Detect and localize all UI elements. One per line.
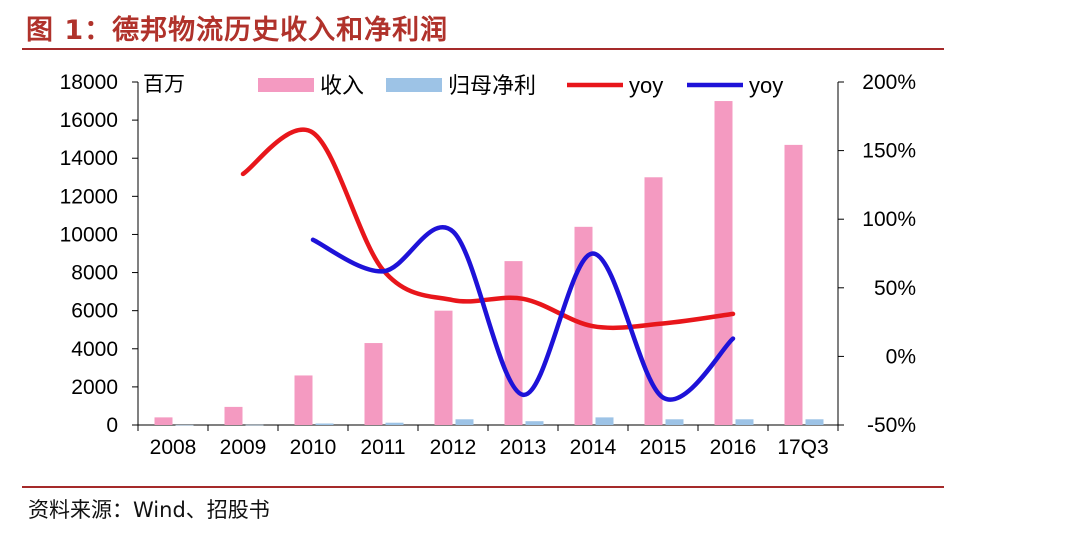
x-tick-label: 17Q3	[777, 436, 828, 459]
net-profit-bar	[385, 422, 404, 425]
title-rule	[22, 48, 944, 50]
revenue-bar	[364, 343, 383, 425]
x-tick-label: 2010	[290, 436, 337, 459]
x-tick-label: 2014	[570, 436, 617, 459]
y2-tick-label: 200%	[862, 71, 916, 94]
y-tick-label: 18000	[60, 71, 118, 94]
x-tick-label: 2015	[640, 436, 687, 459]
x-tick-label: 2016	[710, 436, 757, 459]
y2-tick-label: -50%	[867, 414, 916, 437]
net-profit-bar	[455, 419, 474, 425]
source-note: 资料来源：Wind、招股书	[28, 498, 270, 522]
net-profit-bar	[525, 421, 544, 425]
axes-layer	[132, 81, 844, 431]
net-profit-bar	[595, 417, 614, 425]
net-profit-bar	[175, 424, 194, 426]
y-tick-label: 12000	[60, 185, 118, 208]
source-rule	[22, 486, 944, 488]
lines-layer	[240, 127, 736, 402]
x-tick-label: 2013	[500, 436, 547, 459]
revenue-bar	[504, 261, 523, 425]
legend-label: yoy	[629, 73, 663, 98]
net-profit-bar	[805, 419, 824, 425]
revenue-bar	[644, 177, 663, 425]
y2-tick-label: 0%	[886, 345, 916, 368]
y-tick-label: 8000	[71, 262, 118, 285]
y-tick-label: 4000	[71, 338, 118, 361]
revenue-bar	[294, 375, 313, 425]
legend-label: 收入	[320, 73, 364, 98]
legend-swatch	[258, 78, 314, 92]
y-tick-label: 2000	[71, 376, 118, 399]
y-tick-label: 10000	[60, 223, 118, 246]
x-tick-label: 2012	[430, 436, 477, 459]
y-tick-label: 6000	[71, 300, 118, 323]
x-tick-label: 2009	[220, 436, 267, 459]
net-profit-bar	[735, 419, 754, 425]
unit-label: 百万	[143, 73, 185, 96]
y2-tick-label: 150%	[862, 140, 916, 163]
labels-layer: 0 2000 4000 6000 8000 10000 12000 14000 16000 180…	[60, 71, 916, 459]
legend-label: yoy	[749, 73, 783, 98]
y-tick-label: 0	[106, 414, 118, 437]
net-profit-bar	[245, 424, 264, 426]
legend-swatch	[386, 78, 442, 92]
net-profit-bar	[665, 419, 684, 425]
revenue-bar	[224, 406, 243, 425]
y-tick-label: 14000	[60, 147, 118, 170]
y-tick-label: 16000	[60, 109, 118, 132]
legend: 收入 归母净利 yoy yoy	[258, 73, 783, 98]
revenue-bar	[714, 101, 733, 426]
y2-tick-label: 50%	[874, 277, 916, 300]
revenue-bar	[784, 144, 803, 425]
x-tick-label: 2008	[150, 436, 197, 459]
chart-title: 图 1：德邦物流历史收入和净利润	[26, 15, 449, 46]
x-tick-label: 2011	[360, 436, 405, 459]
yoy-line-revenue	[240, 127, 736, 331]
yoy-line-profit	[310, 225, 736, 402]
bars-layer	[154, 101, 824, 426]
revenue-bar	[434, 310, 453, 425]
legend-label: 归母净利	[448, 73, 536, 98]
y2-tick-label: 100%	[862, 208, 916, 231]
revenue-bar	[154, 417, 173, 425]
net-profit-bar	[315, 423, 334, 425]
